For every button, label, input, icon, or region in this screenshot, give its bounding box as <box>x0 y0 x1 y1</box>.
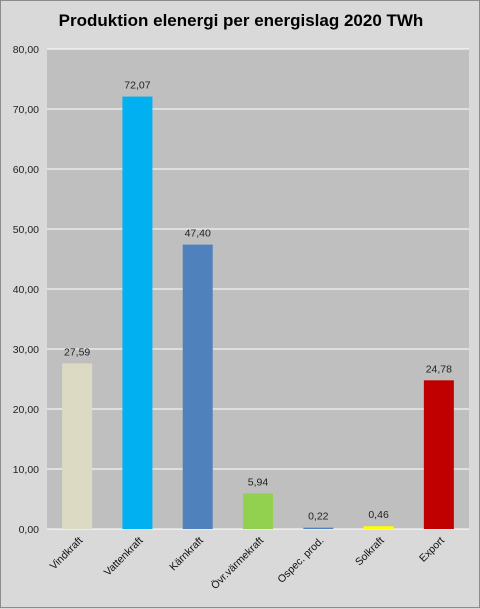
data-label: 0,22 <box>308 511 329 523</box>
y-tick-label: 80,00 <box>13 44 39 56</box>
data-label: 27,59 <box>64 346 90 358</box>
bar-3 <box>243 493 273 529</box>
data-label: 24,78 <box>426 363 452 375</box>
chart-title: Produktion elenergi per energislag 2020 … <box>58 11 424 30</box>
x-tick-label: Vattenkraft <box>102 535 146 579</box>
y-tick-label: 60,00 <box>13 164 39 176</box>
bar-6 <box>423 380 454 529</box>
x-tick-label: Kärnkraft <box>167 535 206 574</box>
data-label: 5,94 <box>248 476 269 488</box>
bar-5 <box>363 526 394 529</box>
bar-2 <box>182 244 213 529</box>
y-tick-label: 30,00 <box>13 344 39 356</box>
bar-1 <box>122 96 153 529</box>
x-tick-label: Ospec. prod. <box>275 535 326 586</box>
y-tick-label: 20,00 <box>13 404 39 416</box>
bar-4 <box>303 527 334 529</box>
y-tick-label: 50,00 <box>13 224 39 236</box>
y-tick-label: 0,00 <box>19 524 40 536</box>
bar-0 <box>62 363 93 529</box>
x-tick-label: Solkraft <box>353 535 387 569</box>
x-tick-label: Övr.värmekraft <box>209 535 266 592</box>
data-label: 47,40 <box>185 228 211 240</box>
data-label: 72,07 <box>124 80 150 92</box>
x-tick-label: Export <box>417 535 447 565</box>
y-tick-label: 70,00 <box>13 104 39 116</box>
y-tick-label: 10,00 <box>13 464 39 476</box>
x-tick-label: Vindkraft <box>48 535 86 573</box>
y-tick-label: 40,00 <box>13 284 39 296</box>
data-label: 0,46 <box>368 509 389 521</box>
